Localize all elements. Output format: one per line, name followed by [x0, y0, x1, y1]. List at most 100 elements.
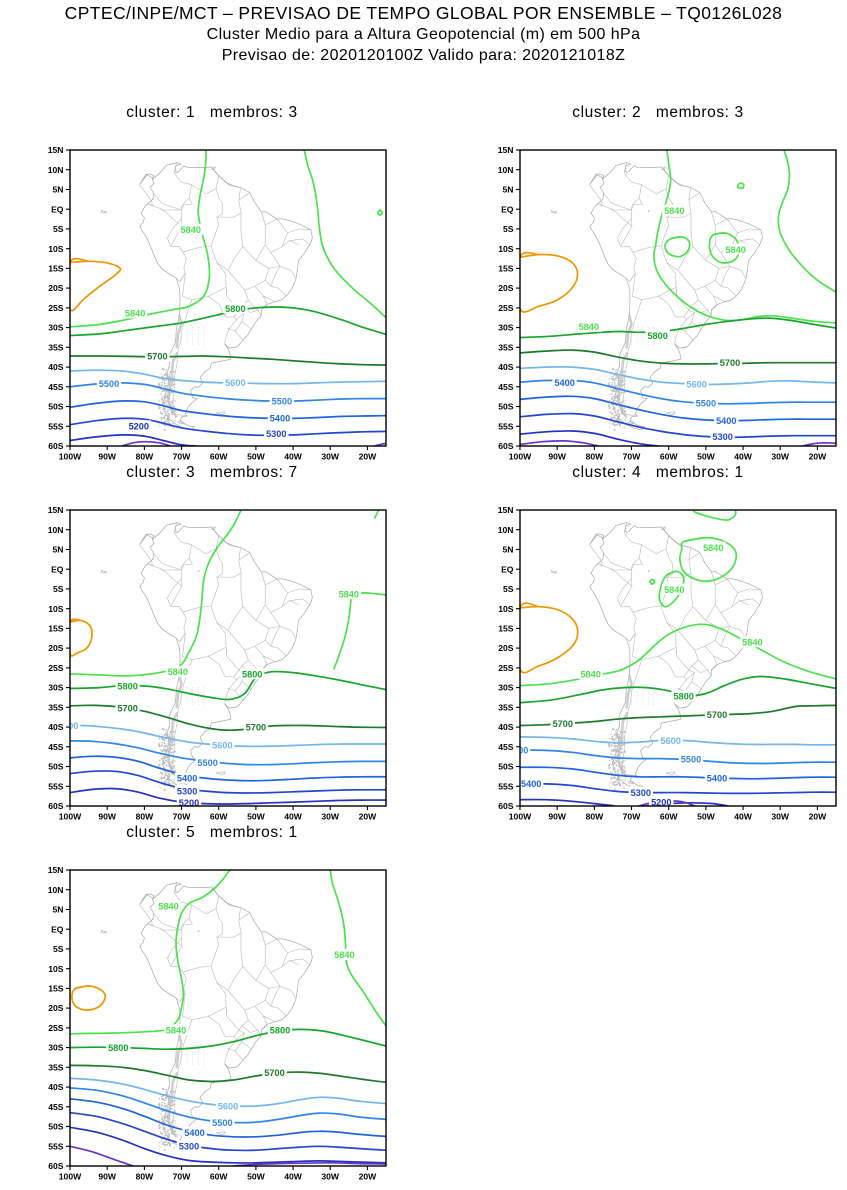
- svg-text:55S: 55S: [498, 421, 514, 431]
- svg-text:15S: 15S: [498, 624, 514, 634]
- svg-text:15S: 15S: [48, 264, 64, 274]
- svg-text:60S: 60S: [498, 801, 514, 811]
- svg-text:5600: 5600: [225, 378, 245, 388]
- svg-text:10S: 10S: [48, 964, 64, 974]
- svg-text:40S: 40S: [48, 1082, 64, 1092]
- svg-text:50W: 50W: [247, 1172, 266, 1182]
- svg-text:5500: 5500: [197, 758, 217, 768]
- svg-text:45S: 45S: [498, 742, 514, 752]
- panel-plot-3: 5840 5840 5800 5800 5700 5700 5600 5600 55005400…: [48, 505, 387, 822]
- panel-cluster-2[interactable]: cluster: 2 membros: 3 5840 5840 5840 5800 57…: [472, 104, 844, 462]
- svg-text:5840: 5840: [339, 589, 359, 599]
- svg-text:5300: 5300: [266, 429, 286, 439]
- svg-text:5N: 5N: [503, 545, 514, 555]
- svg-text:15S: 15S: [48, 624, 64, 634]
- svg-text:55S: 55S: [48, 781, 64, 791]
- svg-text:5700: 5700: [246, 722, 266, 732]
- panel-title-2: cluster: 2 membros: 3: [572, 104, 744, 121]
- svg-text:50S: 50S: [48, 762, 64, 772]
- svg-text:5N: 5N: [53, 185, 64, 195]
- svg-text:50W: 50W: [247, 452, 266, 462]
- panel-canvas-2: 5840 5840 5840 5800 5700 5400 5600 5500 5400 5300…: [472, 122, 847, 470]
- svg-text:90W: 90W: [98, 1172, 117, 1182]
- svg-text:45S: 45S: [48, 382, 64, 392]
- svg-text:5300: 5300: [712, 432, 732, 442]
- svg-text:70W: 70W: [173, 1172, 192, 1182]
- svg-text:10N: 10N: [48, 885, 64, 895]
- svg-text:5840: 5840: [742, 638, 762, 648]
- panel-cluster-1[interactable]: cluster: 1 membros: 3 5840 5840 5800 5700 55…: [22, 104, 402, 462]
- svg-text:5500: 5500: [508, 746, 528, 756]
- svg-text:80W: 80W: [136, 812, 155, 822]
- svg-text:15N: 15N: [48, 505, 64, 515]
- svg-text:60W: 60W: [210, 1172, 229, 1182]
- svg-text:60S: 60S: [498, 441, 514, 451]
- panel-cluster-4[interactable]: cluster: 4 membros: 1 5840 5840 5840 5840 58…: [472, 464, 844, 822]
- svg-text:5600: 5600: [660, 736, 680, 746]
- svg-text:30W: 30W: [771, 812, 790, 822]
- svg-text:30S: 30S: [498, 323, 514, 333]
- svg-text:25S: 25S: [498, 303, 514, 313]
- svg-text:50S: 50S: [48, 1122, 64, 1132]
- svg-text:40W: 40W: [734, 812, 753, 822]
- svg-text:35S: 35S: [498, 342, 514, 352]
- svg-text:25S: 25S: [48, 303, 64, 313]
- svg-text:5S: 5S: [53, 944, 64, 954]
- svg-text:55S: 55S: [48, 421, 64, 431]
- svg-text:5600: 5600: [212, 741, 232, 751]
- svg-text:EQ: EQ: [501, 204, 514, 214]
- svg-text:30W: 30W: [321, 812, 340, 822]
- svg-text:30S: 30S: [48, 683, 64, 693]
- panel-plot-4: 5840584058405840580057005700560055005500…: [498, 505, 837, 822]
- panel-cluster-5[interactable]: cluster: 5 membros: 1 5840 5840 5840 5800 58…: [22, 824, 402, 1182]
- svg-text:100W: 100W: [59, 452, 82, 462]
- svg-text:60W: 60W: [210, 452, 229, 462]
- svg-text:25S: 25S: [48, 663, 64, 673]
- panel-canvas-1: 5840 5840 5800 5700 5500 5600 5500 5200 5400 5300…: [22, 122, 400, 470]
- svg-text:5500: 5500: [99, 379, 119, 389]
- svg-text:30W: 30W: [321, 1172, 340, 1182]
- svg-text:5840: 5840: [166, 1026, 186, 1036]
- svg-text:10N: 10N: [498, 165, 514, 175]
- svg-text:5700: 5700: [720, 358, 740, 368]
- svg-text:5S: 5S: [53, 584, 64, 594]
- svg-text:55S: 55S: [498, 781, 514, 791]
- panel-title-3: cluster: 3 membros: 7: [126, 464, 298, 481]
- svg-text:20W: 20W: [809, 812, 828, 822]
- svg-text:100W: 100W: [509, 812, 532, 822]
- svg-text:5400: 5400: [554, 378, 574, 388]
- svg-text:100W: 100W: [509, 452, 532, 462]
- svg-text:5600: 5600: [218, 1101, 238, 1111]
- header-line-2: Cluster Medio para a Altura Geopotencial…: [206, 26, 641, 43]
- svg-text:50S: 50S: [498, 762, 514, 772]
- svg-text:5400: 5400: [270, 414, 290, 424]
- svg-text:50W: 50W: [697, 812, 716, 822]
- svg-text:5600: 5600: [58, 721, 78, 731]
- panel-plot-1: 5840 5840 5800 5700 5500 5600 5500 5200 5400 5300…: [48, 145, 387, 462]
- svg-text:40W: 40W: [734, 452, 753, 462]
- svg-text:30W: 30W: [771, 452, 790, 462]
- svg-text:5840: 5840: [158, 902, 178, 912]
- svg-text:EQ: EQ: [51, 564, 64, 574]
- panel-cluster-3[interactable]: cluster: 3 membros: 7 5840 5840 5800 5800 57…: [22, 464, 402, 822]
- svg-text:60W: 60W: [660, 452, 679, 462]
- svg-text:5800: 5800: [647, 331, 667, 341]
- svg-text:25S: 25S: [48, 1023, 64, 1033]
- svg-text:5800: 5800: [242, 670, 262, 680]
- svg-text:5700: 5700: [553, 719, 573, 729]
- svg-text:35S: 35S: [48, 1062, 64, 1072]
- contour-lines-3: 5840 5840 5800 5800 5700 5700 5600 5600 55005400…: [58, 510, 386, 806]
- svg-text:5S: 5S: [503, 584, 514, 594]
- svg-text:90W: 90W: [548, 452, 567, 462]
- svg-text:EQ: EQ: [51, 204, 64, 214]
- svg-text:20W: 20W: [359, 1172, 378, 1182]
- svg-text:50W: 50W: [247, 812, 266, 822]
- svg-text:5800: 5800: [673, 692, 693, 702]
- svg-text:15N: 15N: [498, 505, 514, 515]
- svg-text:5700: 5700: [707, 710, 727, 720]
- svg-text:5300: 5300: [631, 788, 651, 798]
- svg-text:5200: 5200: [651, 798, 671, 808]
- svg-text:5400: 5400: [521, 779, 541, 789]
- svg-text:5400: 5400: [184, 1128, 204, 1138]
- svg-text:5400: 5400: [707, 774, 727, 784]
